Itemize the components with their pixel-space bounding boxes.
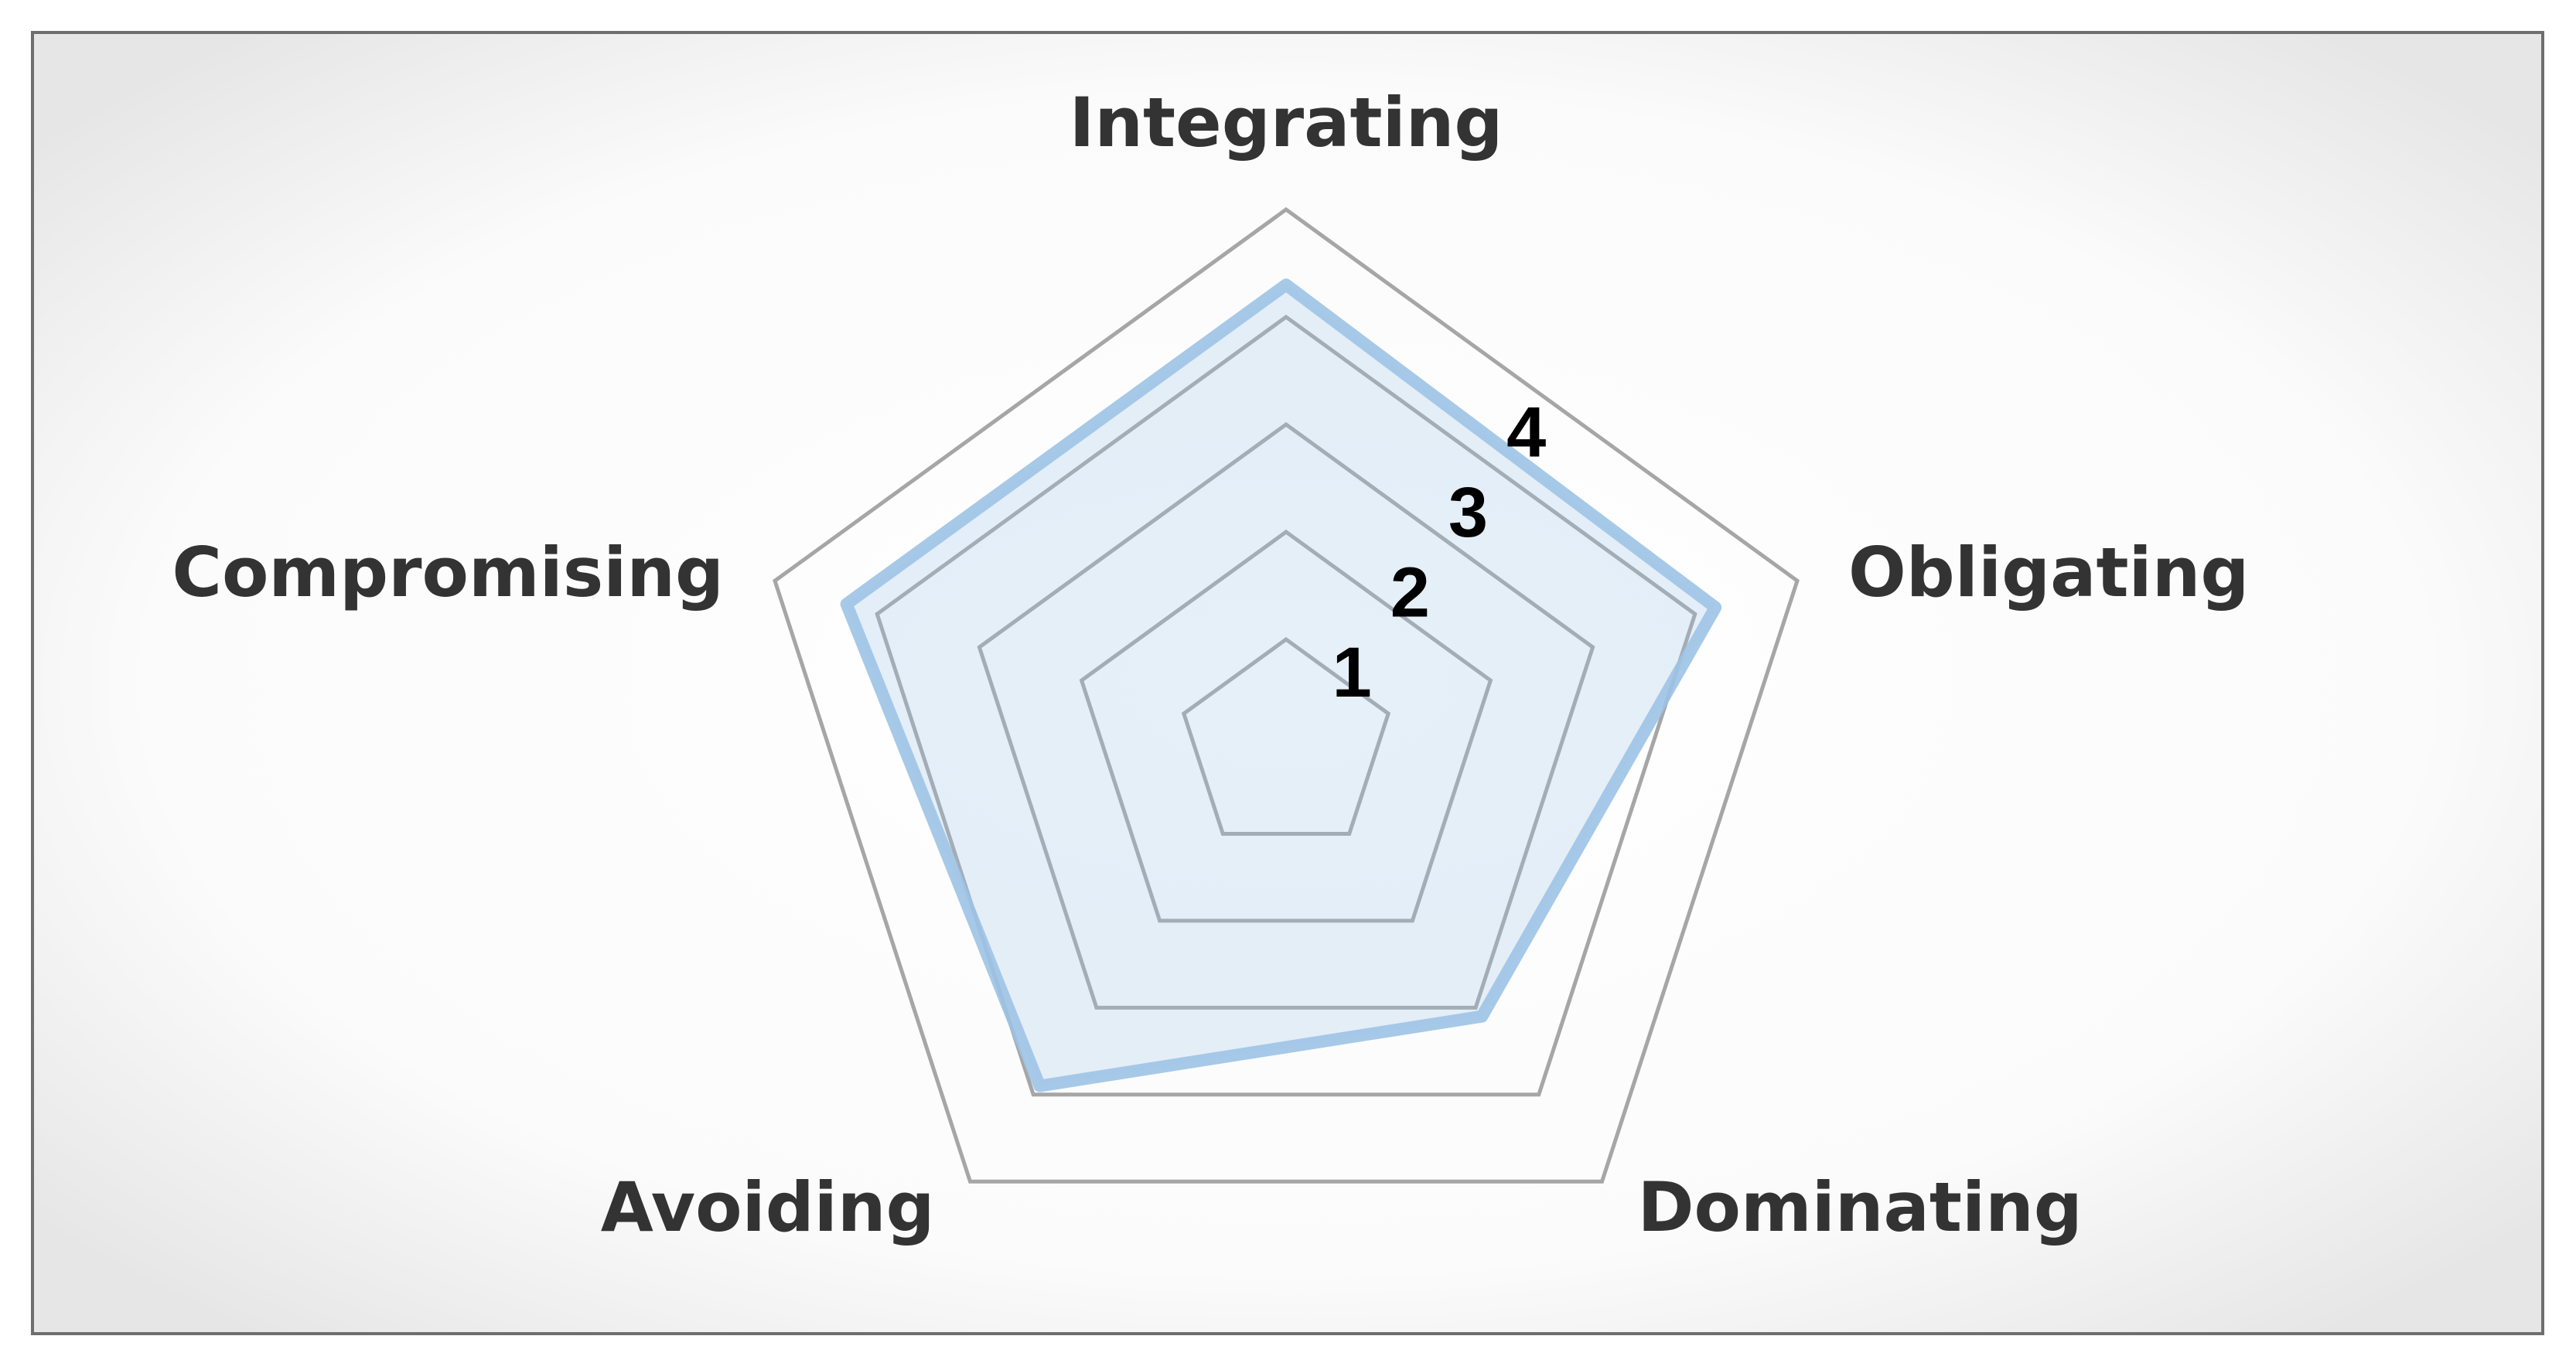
category-label: Compromising (172, 533, 724, 612)
tick-label: 1 (1332, 633, 1372, 712)
category-label: Obligating (1848, 533, 2249, 612)
grid-ring (977, 421, 1595, 1010)
tick-label: 3 (1448, 473, 1488, 552)
category-label: Dominating (1638, 1167, 2083, 1247)
tick-label: 4 (1506, 393, 1546, 472)
tick-label: 2 (1390, 553, 1430, 632)
grid-ring (875, 314, 1697, 1097)
series-area (840, 278, 1722, 1092)
grid-ring (1079, 529, 1493, 923)
grid-ring (1181, 636, 1391, 836)
series (840, 278, 1722, 1092)
chart-frame (31, 31, 2544, 1335)
outer-ring (773, 206, 1800, 1184)
grid (773, 206, 1800, 1184)
category-label: Avoiding (601, 1167, 935, 1247)
category-label: Integrating (1070, 83, 1503, 162)
